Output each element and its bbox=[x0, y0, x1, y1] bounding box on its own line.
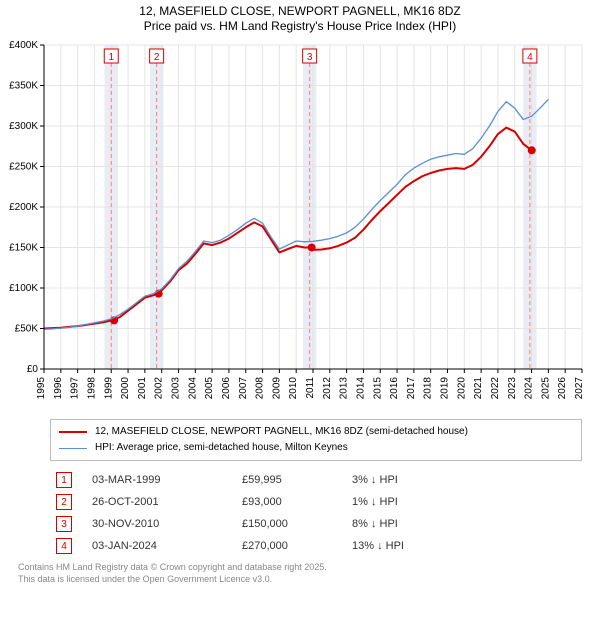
svg-text:2019: 2019 bbox=[440, 377, 451, 400]
title-line2: Price paid vs. HM Land Registry's House … bbox=[0, 19, 600, 33]
svg-text:£50K: £50K bbox=[15, 324, 39, 335]
svg-text:2017: 2017 bbox=[406, 377, 417, 400]
svg-text:2010: 2010 bbox=[288, 377, 299, 400]
svg-text:2015: 2015 bbox=[372, 377, 383, 400]
chart-area: 1 2 3 4 £0 £50K £100K £150K £200K £250K £300K £350K… bbox=[0, 33, 600, 413]
svg-text:2012: 2012 bbox=[322, 377, 333, 400]
svg-text:1997: 1997 bbox=[70, 377, 81, 400]
footer-line2: This data is licensed under the Open Gov… bbox=[18, 573, 582, 585]
svg-text:1995: 1995 bbox=[36, 377, 47, 400]
svg-text:2007: 2007 bbox=[238, 377, 249, 400]
sale-date: 03-JAN-2024 bbox=[92, 540, 242, 552]
sale-price: £150,000 bbox=[242, 518, 352, 530]
svg-text:2011: 2011 bbox=[305, 377, 316, 399]
legend-label: HPI: Average price, semi-detached house,… bbox=[95, 440, 348, 456]
svg-text:2009: 2009 bbox=[271, 377, 282, 400]
svg-text:2013: 2013 bbox=[339, 377, 350, 400]
svg-text:2001: 2001 bbox=[137, 377, 148, 400]
title-line1: 12, MASEFIELD CLOSE, NEWPORT PAGNELL, MK… bbox=[0, 4, 600, 18]
sale-row: 3 30-NOV-2010£150,0008% ↓ HPI bbox=[56, 513, 582, 535]
chart-svg: 1 2 3 4 £0 £50K £100K £150K £200K £250K £300K £350K… bbox=[0, 33, 600, 413]
page-root: 12, MASEFIELD CLOSE, NEWPORT PAGNELL, MK… bbox=[0, 0, 600, 591]
svg-text:1996: 1996 bbox=[53, 377, 64, 400]
sale-marker-num: 2 bbox=[56, 494, 72, 510]
svg-text:2002: 2002 bbox=[154, 377, 165, 400]
sale-row: 1 03-MAR-1999£59,9953% ↓ HPI bbox=[56, 469, 582, 491]
svg-text:2022: 2022 bbox=[490, 377, 501, 400]
svg-text:4: 4 bbox=[527, 52, 533, 63]
svg-text:£150K: £150K bbox=[9, 243, 38, 254]
sale-date: 03-MAR-1999 bbox=[92, 474, 242, 486]
sale-date: 26-OCT-2001 bbox=[92, 496, 242, 508]
svg-text:2020: 2020 bbox=[456, 377, 467, 400]
svg-text:£250K: £250K bbox=[9, 162, 38, 173]
svg-text:2026: 2026 bbox=[557, 377, 568, 400]
svg-text:£100K: £100K bbox=[9, 283, 38, 294]
legend: 12, MASEFIELD CLOSE, NEWPORT PAGNELL, MK… bbox=[50, 419, 582, 461]
svg-text:2014: 2014 bbox=[355, 377, 366, 400]
svg-text:£300K: £300K bbox=[9, 121, 38, 132]
svg-text:2016: 2016 bbox=[389, 377, 400, 400]
sale-marker-num: 3 bbox=[56, 516, 72, 532]
svg-text:1: 1 bbox=[108, 52, 114, 63]
svg-text:£200K: £200K bbox=[9, 202, 38, 213]
svg-text:2027: 2027 bbox=[574, 377, 585, 400]
legend-label: 12, MASEFIELD CLOSE, NEWPORT PAGNELL, MK… bbox=[95, 424, 468, 440]
svg-text:1998: 1998 bbox=[86, 377, 97, 400]
svg-text:2025: 2025 bbox=[540, 377, 551, 400]
sale-row: 2 26-OCT-2001£93,0001% ↓ HPI bbox=[56, 491, 582, 513]
legend-item: 12, MASEFIELD CLOSE, NEWPORT PAGNELL, MK… bbox=[59, 424, 573, 440]
svg-text:2018: 2018 bbox=[423, 377, 434, 400]
svg-text:2023: 2023 bbox=[507, 377, 518, 400]
sale-delta: 3% ↓ HPI bbox=[352, 474, 472, 486]
sale-delta: 8% ↓ HPI bbox=[352, 518, 472, 530]
sale-price: £93,000 bbox=[242, 496, 352, 508]
chart-title: 12, MASEFIELD CLOSE, NEWPORT PAGNELL, MK… bbox=[0, 0, 600, 33]
svg-text:2004: 2004 bbox=[187, 377, 198, 400]
sale-marker-num: 1 bbox=[56, 472, 72, 488]
legend-swatch bbox=[59, 431, 87, 433]
svg-text:£350K: £350K bbox=[9, 81, 38, 92]
sale-marker-num: 4 bbox=[56, 538, 72, 554]
footer-line1: Contains HM Land Registry data © Crown c… bbox=[18, 561, 582, 573]
sale-price: £59,995 bbox=[242, 474, 352, 486]
sale-delta: 13% ↓ HPI bbox=[352, 540, 472, 552]
sales-table: 103-MAR-1999£59,9953% ↓ HPI226-OCT-2001£… bbox=[56, 469, 582, 557]
svg-text:2024: 2024 bbox=[524, 377, 535, 400]
svg-text:£0: £0 bbox=[27, 364, 39, 375]
footer-attribution: Contains HM Land Registry data © Crown c… bbox=[18, 561, 582, 591]
legend-swatch bbox=[59, 448, 87, 449]
svg-text:2008: 2008 bbox=[255, 377, 266, 400]
sale-delta: 1% ↓ HPI bbox=[352, 496, 472, 508]
sale-price: £270,000 bbox=[242, 540, 352, 552]
svg-text:2005: 2005 bbox=[204, 377, 215, 400]
svg-text:£400K: £400K bbox=[9, 40, 38, 51]
sale-row: 4 03-JAN-2024£270,00013% ↓ HPI bbox=[56, 535, 582, 557]
svg-text:3: 3 bbox=[307, 52, 313, 63]
svg-text:1999: 1999 bbox=[103, 377, 114, 400]
svg-text:2021: 2021 bbox=[473, 377, 484, 400]
svg-text:2006: 2006 bbox=[221, 377, 232, 400]
svg-text:2000: 2000 bbox=[120, 377, 131, 400]
svg-text:2: 2 bbox=[154, 52, 160, 63]
svg-text:2003: 2003 bbox=[171, 377, 182, 400]
sale-date: 30-NOV-2010 bbox=[92, 518, 242, 530]
legend-item: HPI: Average price, semi-detached house,… bbox=[59, 440, 573, 456]
